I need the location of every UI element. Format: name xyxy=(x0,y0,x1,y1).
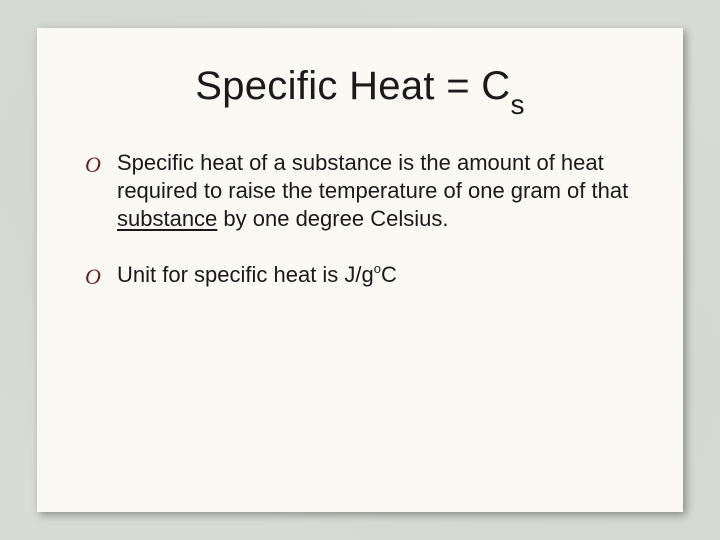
underlined-text: substance xyxy=(117,206,217,231)
bullet-item: Unit for specific heat is J/goC xyxy=(85,261,635,289)
bullet-text: by one degree Celsius. xyxy=(217,206,448,231)
title-prefix: Specific Heat = C xyxy=(195,64,510,108)
slide-card: Specific Heat = Cs Specific heat of a su… xyxy=(37,28,683,512)
bullet-list: Specific heat of a substance is the amou… xyxy=(85,149,635,290)
bullet-text: Specific heat of a substance is the amou… xyxy=(117,150,628,203)
slide-title: Specific Heat = Cs xyxy=(85,64,635,115)
bullet-text: C xyxy=(381,262,397,287)
superscript-text: o xyxy=(374,261,381,276)
bullet-text: Unit for specific heat is J/g xyxy=(117,262,374,287)
title-subscript: s xyxy=(510,89,524,120)
bullet-item: Specific heat of a substance is the amou… xyxy=(85,149,635,233)
